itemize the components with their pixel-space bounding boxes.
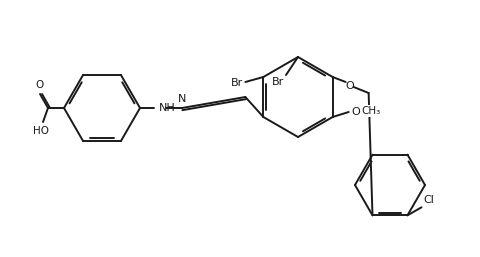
Text: N: N xyxy=(178,94,186,104)
Text: Br: Br xyxy=(272,77,284,87)
Text: O: O xyxy=(345,81,354,91)
Text: NH: NH xyxy=(159,103,176,113)
Text: CH₃: CH₃ xyxy=(361,106,381,116)
Text: HO: HO xyxy=(33,126,49,136)
Text: Br: Br xyxy=(231,78,243,88)
Text: Cl: Cl xyxy=(423,195,434,205)
Text: O: O xyxy=(36,80,44,90)
Text: O: O xyxy=(352,107,360,117)
